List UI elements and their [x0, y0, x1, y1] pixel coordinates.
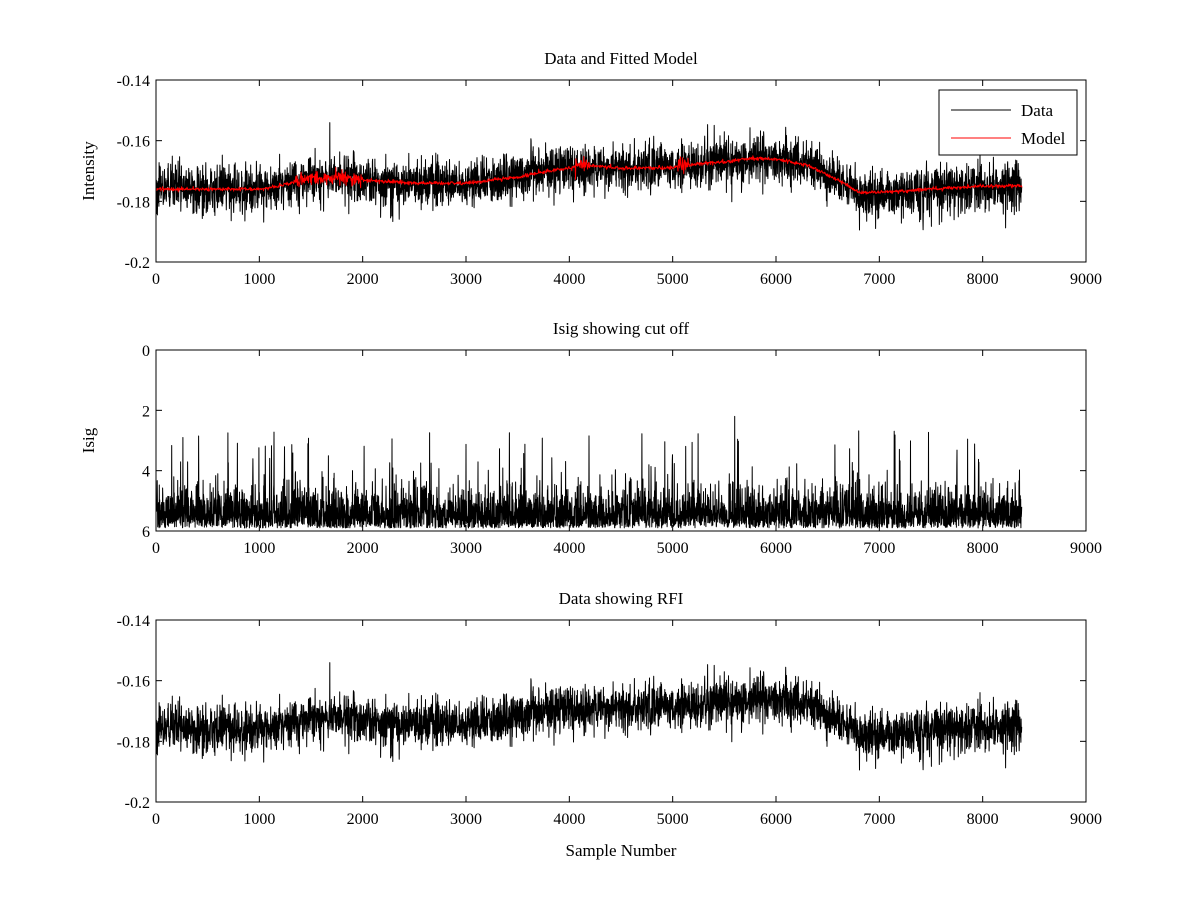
y-tick-label: 0 — [142, 343, 150, 360]
x-tick-label: 8000 — [967, 811, 999, 828]
panel-data-and-model: 0 1000 2000 3000 4000 5000 6000 7000 8000 9000 -0.… — [79, 49, 1102, 288]
legend: Data Model — [938, 89, 1078, 156]
y-tick-label: 6 — [142, 524, 150, 541]
x-tick-label: 6000 — [760, 271, 792, 288]
x-tick-label: 4000 — [553, 271, 585, 288]
y-tick-label: 4 — [142, 464, 150, 481]
y-tick-label: -0.18 — [117, 734, 150, 751]
x-tick-label: 2000 — [347, 540, 379, 557]
panel-isig-ticks: 0 1000 2000 3000 4000 5000 6000 7000 8000 9000 0 2 4… — [142, 343, 1102, 557]
panel-data-rfi: 0 1000 2000 3000 4000 5000 6000 7000 8000 9000 -0.… — [117, 589, 1102, 860]
x-tick-label: 0 — [152, 811, 160, 828]
panel-data-rfi-title: Data showing RFI — [559, 589, 684, 608]
x-tick-label: 1000 — [243, 811, 275, 828]
x-tick-label: 8000 — [967, 540, 999, 557]
y-tick-label: -0.16 — [117, 674, 150, 691]
panel-data-and-model-ticks: 0 1000 2000 3000 4000 5000 6000 7000 8000 9000 -0.… — [117, 73, 1102, 288]
x-tick-label: 3000 — [450, 271, 482, 288]
series-group — [156, 415, 1023, 529]
y-tick-label: -0.2 — [125, 255, 150, 272]
x-tick-label: 7000 — [863, 540, 895, 557]
y-tick-label: -0.14 — [117, 73, 150, 90]
panel-data-and-model-plot-area — [156, 122, 1023, 231]
x-tick-label: 4000 — [553, 811, 585, 828]
panel-isig-axes-box — [155, 349, 1087, 532]
series-line-data — [156, 662, 1023, 771]
x-tick-label: 6000 — [760, 811, 792, 828]
panel-isig: 0 1000 2000 3000 4000 5000 6000 7000 8000 9000 0 2 4… — [79, 319, 1102, 557]
x-tick-label: 1000 — [243, 271, 275, 288]
y-tick-label: -0.2 — [125, 795, 150, 812]
legend-label-model: Model — [1021, 129, 1066, 148]
series-line-isig — [156, 415, 1023, 529]
panel-data-rfi-axes-box — [155, 619, 1087, 803]
x-tick-label: 9000 — [1070, 271, 1102, 288]
x-tick-label: 3000 — [450, 540, 482, 557]
x-tick-label: 5000 — [657, 540, 689, 557]
y-tick-label: -0.18 — [117, 194, 150, 211]
panel-isig-title: Isig showing cut off — [553, 319, 689, 338]
x-tick-label: 4000 — [553, 540, 585, 557]
y-tick-label: 2 — [142, 403, 150, 420]
x-tick-label: 9000 — [1070, 811, 1102, 828]
x-tick-label: 6000 — [760, 540, 792, 557]
y-tick-label: -0.14 — [117, 613, 150, 630]
series-line-model — [156, 155, 1023, 195]
x-tick-label: 7000 — [863, 271, 895, 288]
x-tick-label: 0 — [152, 540, 160, 557]
x-tick-label: 5000 — [657, 271, 689, 288]
x-tick-label: 9000 — [1070, 540, 1102, 557]
legend-box — [938, 89, 1078, 156]
legend-label-data: Data — [1021, 101, 1054, 120]
y-tick-label: -0.16 — [117, 134, 150, 151]
panel-data-and-model-title: Data and Fitted Model — [544, 49, 698, 68]
panel-data-and-model-ylabel: Intensity — [79, 141, 98, 201]
x-tick-label: 8000 — [967, 271, 999, 288]
x-tick-label: 3000 — [450, 811, 482, 828]
x-tick-label: 7000 — [863, 811, 895, 828]
x-tick-label: 5000 — [657, 811, 689, 828]
x-tick-label: 0 — [152, 271, 160, 288]
panel-data-rfi-xlabel: Sample Number — [566, 841, 677, 860]
panel-isig-plot-area — [156, 415, 1023, 529]
series-group — [156, 662, 1023, 771]
panel-data-rfi-plot-area — [156, 662, 1023, 771]
x-tick-label: 2000 — [347, 271, 379, 288]
panel-data-and-model-axes-box — [155, 79, 1087, 263]
x-tick-label: 1000 — [243, 540, 275, 557]
x-tick-label: 2000 — [347, 811, 379, 828]
panel-isig-ylabel: Isig — [79, 427, 98, 453]
series-group — [156, 122, 1023, 231]
panel-data-rfi-ticks: 0 1000 2000 3000 4000 5000 6000 7000 8000 9000 -0.… — [117, 613, 1102, 828]
